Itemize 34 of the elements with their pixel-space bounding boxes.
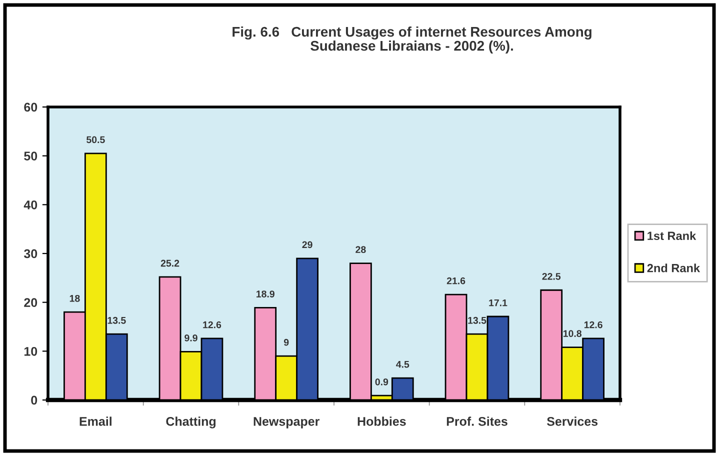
chart-title: Fig. 6.6 Current Usages of internet Resources Among Sudanese Libraians - 2002 (%). [232,26,592,54]
data-label: 10.8 [563,330,582,338]
y-tick-label: 60 [24,102,38,112]
data-label: 12.6 [203,321,222,328]
x-tick-label: Hobbies [358,416,406,426]
x-tick-label: Newspaper [254,417,320,428]
data-label: 18 [70,294,80,302]
data-label: 22.5 [542,272,561,280]
x-tick-label: Services [546,416,598,426]
data-label: 28 [356,246,366,254]
x-tick-label: Prof. Sites [446,416,508,426]
legend-label: 2nd Rank [647,264,700,272]
data-label: 17.1 [489,299,508,306]
data-label: 21.6 [446,277,466,284]
data-label: 25.2 [160,260,180,267]
data-label: 0.9 [375,378,388,386]
y-tick-label: 0 [31,396,38,405]
data-label: 13.5 [468,316,486,324]
x-tick-label: Email [80,416,112,426]
data-label: 50.5 [86,136,105,144]
data-label: 4.5 [396,360,410,368]
legend-label: 1st Rank [648,231,696,240]
y-tick-label: 30 [24,249,38,258]
data-label: 18.9 [256,290,274,298]
data-label: 9 [284,338,289,346]
y-tick-label: 10 [24,346,38,356]
data-label: 12.6 [584,321,602,328]
x-tick-label: Chatting [166,416,216,428]
data-label: 13.5 [108,316,126,324]
data-label: 29 [302,241,312,248]
y-tick-label: 40 [24,200,38,210]
y-tick-label: 50 [24,152,38,160]
data-label: 9.9 [184,334,198,342]
y-tick-label: 20 [24,298,38,307]
